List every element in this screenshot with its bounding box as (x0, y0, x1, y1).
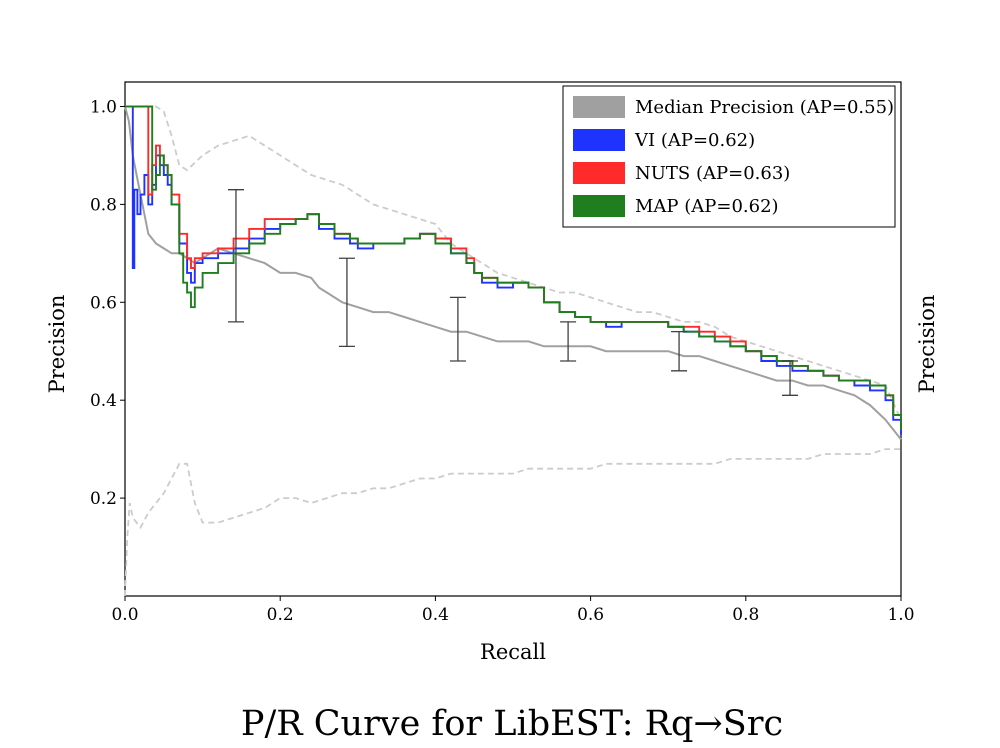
figure-title: P/R Curve for LibEST: Rq→Src (241, 704, 783, 744)
legend-label: MAP (AP=0.62) (635, 196, 779, 217)
y-tick-label: 0.6 (90, 293, 117, 313)
error-bar (338, 257, 355, 347)
error-bar (449, 296, 466, 362)
x-axis-title: Recall (480, 640, 546, 664)
x-tick-label: 0.6 (577, 605, 604, 625)
x-tick-label: 0.4 (422, 605, 449, 625)
x-tick-label: 0.0 (111, 605, 138, 625)
y-tick-label: 0.8 (90, 195, 117, 215)
legend-label: VI (AP=0.62) (634, 130, 755, 151)
legend-entry: VI (AP=0.62) (573, 129, 755, 151)
upper-envelope-line (125, 105, 902, 421)
x-tick-label: 1.0 (887, 605, 914, 625)
legend-label: NUTS (AP=0.63) (635, 163, 790, 184)
error-bar (560, 321, 577, 362)
axis-ticks: 0.0 0.2 0.4 0.6 0.8 1.0 0.2 0.4 0.6 0.8 1.0 (90, 97, 915, 625)
y-tick-label: 0.4 (90, 391, 117, 411)
error-bars (227, 189, 799, 396)
error-bar (671, 331, 688, 372)
map-curve (125, 105, 902, 430)
legend-entry: NUTS (AP=0.63) (573, 162, 790, 184)
x-tick-label: 0.8 (732, 605, 759, 625)
lower-envelope-line (124, 448, 901, 597)
legend-label: Median Precision (AP=0.55) (635, 97, 894, 118)
legend: Median Precision (AP=0.55) VI (AP=0.62) NU… (562, 85, 896, 228)
legend-entry: MAP (AP=0.62) (573, 195, 779, 217)
error-bar (782, 360, 799, 396)
error-bar (227, 189, 244, 323)
legend-entry: Median Precision (AP=0.55) (573, 96, 894, 118)
legend-swatch (573, 96, 625, 118)
x-tick-label: 0.2 (267, 605, 294, 625)
legend-swatch (573, 195, 625, 217)
y-axis-title-right: Precision (915, 295, 939, 394)
legend-swatch (573, 129, 625, 151)
plot-frame (124, 81, 902, 597)
y-axis-title: Precision (45, 295, 69, 394)
legend-swatch (573, 162, 625, 184)
method-curves (125, 105, 902, 435)
y-tick-label: 1.0 (90, 97, 117, 117)
y-tick-label: 0.2 (90, 489, 117, 509)
envelope-lines (124, 105, 902, 597)
